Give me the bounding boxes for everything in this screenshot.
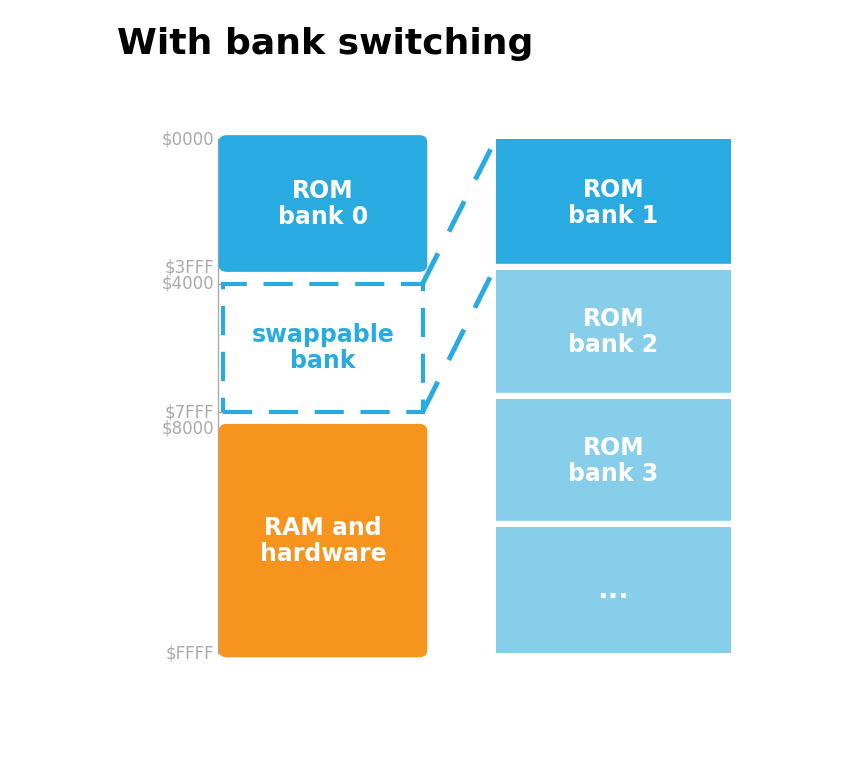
- Text: $7FFF: $7FFF: [165, 403, 215, 421]
- Text: $8000: $8000: [162, 419, 215, 437]
- Bar: [495, 399, 731, 523]
- Text: hardware: hardware: [260, 542, 387, 565]
- Text: bank: bank: [291, 349, 356, 373]
- Text: With bank switching: With bank switching: [117, 27, 534, 61]
- FancyBboxPatch shape: [219, 424, 428, 657]
- Text: bank 2: bank 2: [568, 334, 659, 357]
- Text: RAM and: RAM and: [264, 515, 382, 539]
- Text: ROM: ROM: [583, 178, 644, 202]
- Text: $0000: $0000: [162, 130, 215, 148]
- Text: ...: ...: [597, 576, 630, 604]
- Text: bank 3: bank 3: [568, 462, 659, 486]
- Text: bank 1: bank 1: [568, 204, 659, 228]
- Bar: [495, 527, 731, 653]
- Text: $3FFF: $3FFF: [165, 258, 215, 277]
- Bar: [495, 270, 731, 395]
- FancyBboxPatch shape: [219, 135, 428, 272]
- Text: ROM: ROM: [583, 308, 644, 331]
- Text: swappable: swappable: [252, 323, 394, 347]
- Bar: [495, 140, 731, 266]
- Text: ROM: ROM: [292, 179, 354, 202]
- Text: $FFFF: $FFFF: [166, 644, 215, 662]
- Text: $4000: $4000: [162, 275, 215, 293]
- Text: ROM: ROM: [583, 436, 644, 460]
- Text: bank 0: bank 0: [278, 205, 369, 229]
